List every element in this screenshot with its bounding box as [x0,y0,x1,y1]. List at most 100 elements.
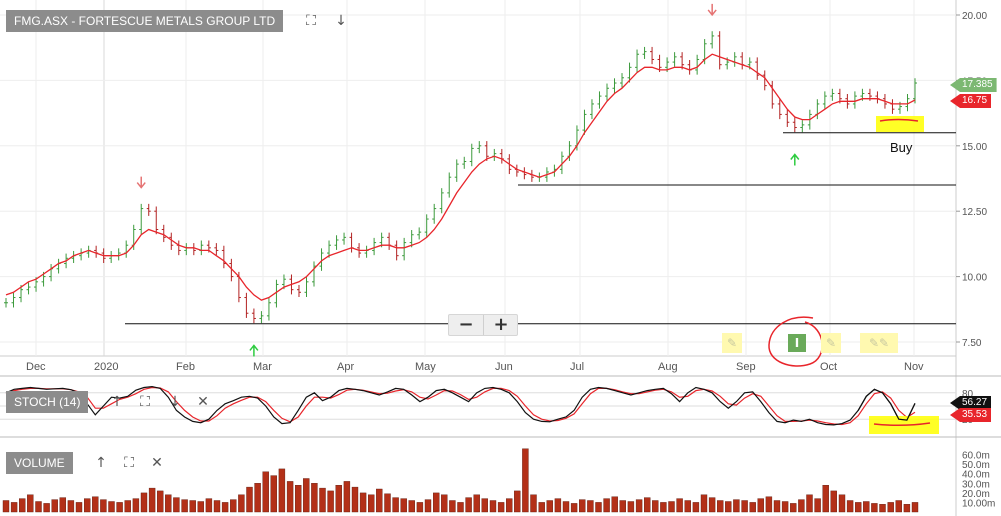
x-tick-label: Sep [736,361,756,373]
volume-bar [449,500,456,513]
x-tick-label: Apr [337,361,354,373]
pencil-tool-3[interactable]: ✎✎ [860,333,898,353]
volume-bar [871,503,878,513]
volume-bar [311,483,318,513]
volume-tick-label: 10.00m [962,498,995,509]
volume-bar [148,487,156,513]
volume-bar [359,492,367,513]
volume-bar [765,496,773,513]
volume-bar [911,502,919,513]
volume-bar [327,490,334,513]
stoch-k-line-overlay [857,388,916,421]
arrow-up-icon[interactable]: ↑ [95,455,107,471]
volume-bar [156,490,164,513]
volume-bar [10,502,18,513]
expand-icon[interactable]: ⛶ [140,394,150,410]
volume-bar [278,468,286,513]
x-tick-label: Dec [26,361,46,373]
pencil-tool-1[interactable]: ✎ [722,333,742,353]
expand-icon[interactable]: ⛶ [306,13,316,29]
volume-bar [173,497,180,513]
volume-bar [798,499,805,513]
pencil-tool-2[interactable]: ✎ [821,333,841,353]
volume-bar [522,448,529,513]
x-tick-label: Aug [658,361,678,373]
buy-zone-highlight [876,116,924,132]
x-tick-label: May [415,361,436,373]
volume-bar [895,500,902,513]
volume-bar [27,494,34,513]
volume-bar [303,478,310,513]
volume-bar [846,500,854,513]
close-icon[interactable]: ✕ [151,455,163,471]
volume-bar [319,487,326,513]
x-tick-label: Jun [495,361,513,373]
volume-bar [213,500,221,513]
volume-bar [879,504,886,513]
volume-bar [570,503,578,513]
volume-bar [603,498,610,513]
volume-bar [132,498,140,513]
buy-annotation: Buy [890,140,913,155]
volume-bar [530,494,537,513]
volume-bar [205,498,213,513]
volume-bar [116,502,123,513]
volume-bar [246,486,253,513]
sell-arrow-icon [707,3,717,17]
volume-bar [481,498,488,513]
volume-bar [254,483,261,513]
x-tick-label: Nov [904,361,924,373]
volume-bar [473,494,480,513]
volume-bar [286,481,294,513]
volume-bar [757,498,764,513]
volume-bar [887,502,894,513]
volume-bar [181,499,188,513]
volume-bar [676,498,683,513]
zoom-out-button[interactable]: − [458,314,474,335]
volume-bar [733,499,740,513]
volume-bar [343,481,351,513]
volume-bar [197,501,205,513]
volume-bar [43,503,50,513]
volume-bar [660,502,667,513]
volume-bar [635,499,643,513]
buy-arrow-icon [790,153,800,166]
volume-bar [506,498,513,513]
zoom-in-button[interactable]: + [483,315,518,335]
volume-bar [781,501,789,513]
volume-bar [595,502,602,513]
volume-bar [124,500,131,513]
volume-bar [140,492,148,513]
info-tool[interactable]: I [788,334,806,352]
volume-bar [554,498,562,513]
arrow-down-icon[interactable]: ↓ [169,394,181,410]
volume-bar [790,503,797,513]
arrow-up-icon[interactable]: ↑ [111,394,123,410]
moving-average-line [5,53,916,301]
volume-bar [2,500,10,513]
volume-bar [67,500,75,513]
expand-icon[interactable]: ⛶ [124,455,134,471]
volume-bar [717,500,724,513]
stoch-tick-label: 80 [962,389,974,400]
volume-bar [457,502,464,513]
volume-bar [416,502,424,513]
volume-bar [465,497,472,513]
volume-bar [189,500,196,513]
volume-bar [368,494,375,513]
stoch-d-badge: 35.53 [950,408,992,422]
volume-bar [741,500,748,513]
volume-bar [100,499,107,513]
volume-bar [19,498,26,513]
volume-bar [684,500,691,513]
volume-bar [749,502,756,513]
volume-bar [619,500,626,513]
volume-bar [652,500,659,513]
volume-bar [587,500,594,513]
arrow-down-icon[interactable]: ↓ [335,13,347,29]
volume-bar [59,497,66,513]
y-tick-label: 12.50 [962,207,987,218]
close-icon[interactable]: ✕ [197,394,209,410]
